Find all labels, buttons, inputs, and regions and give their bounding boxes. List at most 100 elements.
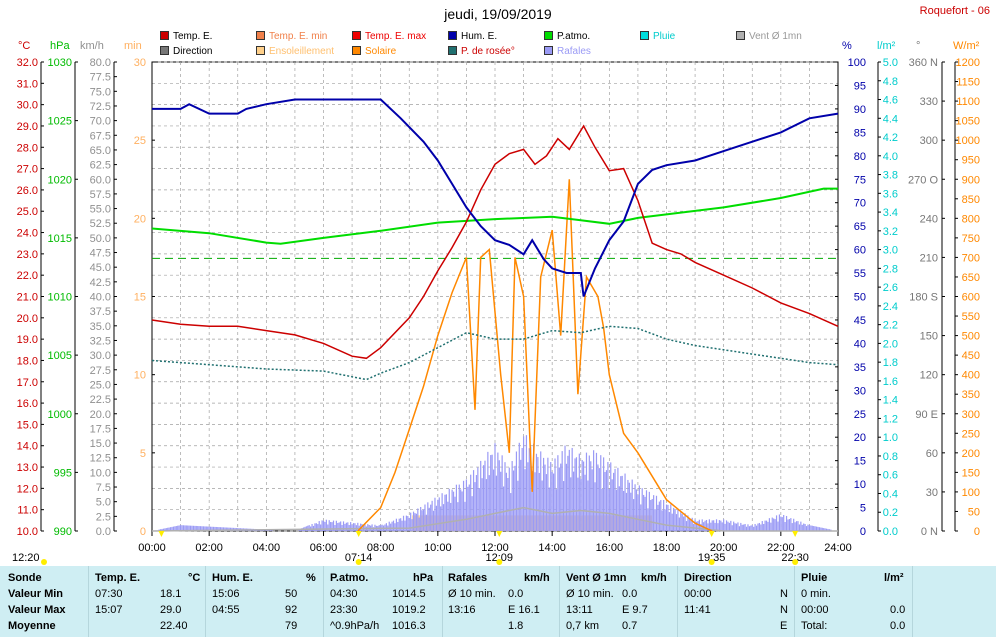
sun-axis-tick-label: 15 (134, 292, 146, 304)
unit-solar: W/m² (953, 40, 980, 52)
wind-axis-tick-label: 12.5 (90, 453, 111, 465)
x-tick-label: 04:00 (253, 542, 281, 554)
rain-axis-tick-label: 4.8 (883, 76, 898, 88)
solar-axis-tick-label: 200 (962, 448, 980, 460)
summary-cell: ^0.9hPa/h (330, 620, 380, 632)
summary-header: Sonde Temp. E. °C Hum. E. % P.atmo. hPa … (0, 570, 996, 586)
summary-cell: 79 (285, 620, 298, 632)
solar-axis-tick-label: 150 (962, 467, 980, 479)
humidity-axis-tick-label: 75 (854, 174, 866, 186)
marker-start (158, 531, 165, 537)
temperature-line (151, 124, 839, 360)
summary-cell: 0.0 (890, 604, 906, 616)
direction-axis-tick-label: 30 (926, 487, 938, 499)
direction-axis-tick-label: 150 (920, 331, 938, 343)
rain-axis-tick-label: 4.6 (883, 95, 898, 107)
rain-axis-tick-label: 2.8 (883, 263, 898, 275)
hdr-hum: Hum. E. (212, 572, 253, 584)
sun-axis-tick-label: 10 (134, 370, 146, 382)
humidity-axis-tick-label: 35 (854, 362, 866, 374)
rain-axis-tick-label: 1.0 (883, 432, 898, 444)
humidity-axis-tick-label: 20 (854, 432, 866, 444)
legend-solar: Solaire (352, 45, 396, 58)
humidity-axis-tick-label: 80 (854, 151, 866, 163)
wind-axis-tick-label: 52.5 (90, 218, 111, 230)
rain-axis-tick-label: 4.0 (883, 151, 898, 163)
solar-axis-tick-label: 100 (962, 487, 980, 499)
summary-cell: 15:06 (212, 588, 240, 600)
summary-cell: 00:00 (801, 604, 829, 616)
sun-axis-tick-label: 0 (140, 526, 146, 538)
solar-axis-tick-label: 600 (962, 292, 980, 304)
pressure-axis-tick-label: 995 (54, 467, 72, 479)
wind-axis-tick-label: 72.5 (90, 101, 111, 113)
wind-axis-tick-label: 15.0 (90, 438, 111, 450)
summary-cell: 0.0 (890, 620, 906, 632)
wind-axis-tick-label: 80.0 (90, 57, 111, 69)
unit-wind: km/h (80, 40, 104, 52)
direction-axis-tick-label: 360 N (909, 57, 938, 69)
temp-axis-tick-label: 31.0 (17, 78, 38, 90)
summary-cell: 0.0 (508, 588, 524, 600)
hdr-wind-unit: km/h (641, 572, 667, 584)
wind-axis-tick-label: 77.5 (90, 72, 111, 84)
rain-axis-tick-label: 3.4 (883, 207, 898, 219)
summary-cell: 1.8 (508, 620, 524, 632)
unit-humidity: % (842, 40, 852, 52)
solar-axis-tick-label: 1050 (956, 116, 980, 128)
pressure-axis-tick-label: 1010 (48, 292, 72, 304)
wind-axis-tick-label: 10.0 (90, 467, 111, 479)
direction-axis-tick-label: 90 E (915, 409, 938, 421)
summary-row: Valeur Max 15:07 29.0 04:55 92 23:30 1019.2 13:… (0, 602, 996, 618)
legend-dewpoint: P. de rosée° (448, 45, 515, 58)
humidity-axis-tick-label: 90 (854, 104, 866, 116)
hdr-sonde: Sonde (8, 572, 42, 584)
summary-row-label: Valeur Max (8, 604, 66, 616)
rain-axis-tick-label: 0.2 (883, 507, 898, 519)
wind-axis-tick-label: 0.0 (96, 526, 111, 538)
rain-axis-tick-label: 1.4 (883, 395, 898, 407)
humidity-axis-tick-label: 100 (848, 57, 866, 69)
solar-axis-tick-label: 300 (962, 409, 980, 421)
sun-axis-tick-label: 30 (134, 57, 146, 69)
humidity-axis-tick-label: 50 (854, 292, 866, 304)
solar-axis-tick-label: 1100 (956, 96, 980, 108)
humidity-axis-tick-label: 65 (854, 221, 866, 233)
x-tick-label: 24:00 (824, 542, 852, 554)
solar-axis-tick-label: 650 (962, 272, 980, 284)
legend-wind: Vent Ø 1mn (736, 30, 802, 43)
unit-sun: min (124, 40, 142, 52)
humidity-axis-tick-label: 5 (860, 503, 866, 515)
rain-axis-tick-label: 0.6 (883, 470, 898, 482)
wind-axis-tick-label: 17.5 (90, 423, 111, 435)
humidity-axis-tick-label: 0 (860, 526, 866, 538)
summary-cell: 0 min. (801, 588, 831, 600)
unit-temp: °C (18, 40, 31, 52)
temp-axis-tick-label: 16.0 (17, 398, 38, 410)
pressure-axis-tick-label: 1005 (48, 350, 72, 362)
temp-axis-tick-label: 21.0 (17, 292, 38, 304)
marker-noon (496, 531, 503, 537)
marker-dot-sunrise (355, 559, 362, 565)
summary-cell: N (780, 588, 788, 600)
temp-axis-tick-label: 27.0 (17, 164, 38, 176)
humidity-axis-tick-label: 40 (854, 338, 866, 350)
rain-axis-tick-label: 0.4 (883, 488, 898, 500)
summary-cell: 04:55 (212, 604, 240, 616)
marker-label-sunset: 19:35 (698, 552, 726, 564)
rain-axis-tick-label: 3.6 (883, 188, 898, 200)
x-tick-label: 20:00 (710, 542, 738, 554)
summary-cell: Total: (801, 620, 828, 632)
solar-line (357, 179, 713, 532)
wind-axis-tick-label: 7.5 (96, 482, 111, 494)
summary-cell: 0.7 (622, 620, 638, 632)
pressure-axis-tick-label: 1015 (48, 233, 72, 245)
rain-axis-tick-label: 3.8 (883, 170, 898, 182)
wind-axis-tick-label: 37.5 (90, 306, 111, 318)
summary-row-label: Moyenne (8, 620, 56, 632)
direction-axis-tick-label: 240 (920, 213, 938, 225)
humidity-axis-tick-label: 15 (854, 456, 866, 468)
legend-direction: Direction (160, 45, 212, 58)
marker-dot-noon (496, 559, 503, 565)
temp-axis-tick-label: 29.0 (17, 121, 38, 133)
